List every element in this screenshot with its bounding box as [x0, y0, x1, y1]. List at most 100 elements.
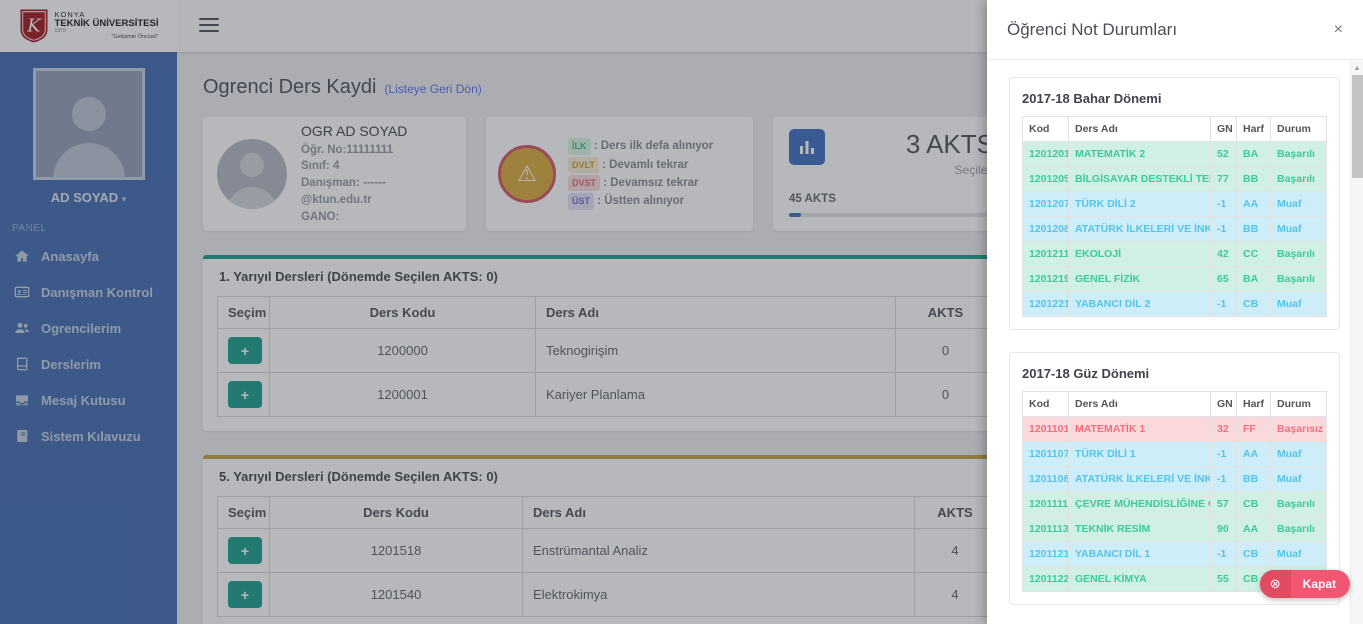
inbox-icon [14, 392, 30, 408]
grade-ders: TÜRK DİLİ 2 [1068, 191, 1211, 217]
grade-ders: YABANCI DİL 2 [1068, 291, 1211, 317]
grade-harf: FF [1236, 416, 1271, 442]
grade-kod: 1201205 [1022, 166, 1069, 192]
kapat-button[interactable]: ⊗ Kapat [1259, 570, 1350, 598]
course-name: Elektrokimya [522, 572, 915, 617]
brand-slogan: "Gelişimin Öncüsü" [111, 34, 159, 41]
brand-line1: KONYA [54, 10, 86, 20]
sidebar-menu: Anasayfa Danışman Kontrol Ogrencilerim Ders… [0, 238, 177, 454]
add-course-button[interactable]: + [228, 537, 262, 564]
grade-kod: 1201111 [1022, 491, 1069, 517]
profile-photo-placeholder [32, 68, 145, 180]
grade-col-header: Kod [1022, 391, 1069, 417]
grade-gn: -1 [1210, 191, 1237, 217]
legend-item: ÜST : Üstten alınıyor [568, 192, 713, 210]
grade-status-modal: Öğrenci Not Durumları × 2017-18 Bahar Dö… [987, 0, 1363, 624]
brand-year: 1970 [54, 27, 66, 34]
panel-section-label: PANEL [12, 223, 47, 234]
modal-title: Öğrenci Not Durumları [1007, 19, 1178, 39]
semester-title: 5. Yarıyıl Dersleri (Dönemde Seçilen AKT… [219, 469, 498, 484]
grade-row: 1201211 EKOLOJİ 42 CC Başarılı [1022, 241, 1327, 267]
menu-toggle-icon[interactable] [199, 18, 219, 52]
modal-scrollbar[interactable]: ▲ [1350, 61, 1363, 624]
add-course-button[interactable]: + [228, 581, 262, 608]
grade-harf: CB [1236, 541, 1271, 567]
grade-harf: CC [1236, 241, 1271, 267]
sidebar-item-anasayfa[interactable]: Anasayfa [0, 238, 177, 274]
course-col-header: Seçim [217, 496, 270, 529]
grade-col-header: GN [1210, 391, 1237, 417]
brand-line2: TEKNİK ÜNİVERSİTESİ [54, 17, 159, 29]
grade-gn: -1 [1210, 291, 1237, 317]
add-course-button[interactable]: + [228, 381, 262, 408]
selected-akts-value: 3 AKTS [905, 129, 994, 159]
grade-ders: GENEL KİMYA [1068, 566, 1211, 592]
sidebar-item-label: Ogrencilerim [41, 320, 122, 336]
grade-gn: 42 [1210, 241, 1237, 267]
grade-harf: AA [1236, 441, 1271, 467]
grade-harf: CB [1236, 566, 1271, 592]
grade-col-header: Kod [1022, 116, 1069, 142]
sidebar-item-ogrencilerim[interactable]: Ogrencilerim [0, 310, 177, 346]
course-row: +1200000 Teknogirişim 0 [217, 328, 996, 373]
grade-kod: 1201207 [1022, 191, 1069, 217]
grade-ders: YABANCI DİL 1 [1068, 541, 1211, 567]
scrollbar-thumb[interactable] [1352, 75, 1363, 178]
user-name: AD SOYAD [50, 190, 119, 205]
grade-durum: Muaf [1270, 466, 1327, 492]
grade-kod: 1201221 [1022, 291, 1069, 317]
grade-ders: MATEMATİK 1 [1068, 416, 1211, 442]
scroll-up-arrow-icon[interactable]: ▲ [1353, 64, 1361, 72]
back-to-list-link[interactable]: (Listeye Geri Dön) [384, 82, 482, 96]
grade-kod: 1201219 [1022, 266, 1069, 292]
selected-akts-label: Seçilen [954, 163, 994, 177]
grade-col-header: Durum [1270, 391, 1327, 417]
grade-gn: 57 [1210, 491, 1237, 517]
chevron-down-icon: ▾ [121, 194, 127, 204]
grade-row: 1201207 TÜRK DİLİ 2 -1 AA Muaf [1022, 191, 1327, 217]
legend-badge: İLK [568, 138, 591, 155]
grade-ders: TEKNİK RESİM [1068, 516, 1211, 542]
student-number: Öğr. No:11111111 [301, 143, 394, 156]
sidebar-item-label: Sistem Kılavuzu [41, 428, 141, 444]
grade-harf: BB [1236, 166, 1271, 192]
grade-col-header: Ders Adı [1068, 116, 1211, 142]
kapat-label: Kapat [1302, 577, 1336, 591]
user-dropdown[interactable]: AD SOYAD ▾ [0, 190, 177, 205]
grade-kod: 1201201 [1022, 141, 1069, 167]
grade-harf: BA [1236, 266, 1271, 292]
sidebar-item-derslerim[interactable]: Derslerim [0, 346, 177, 382]
grade-row: 1201221 YABANCI DİL 2 -1 CB Muaf [1022, 291, 1327, 317]
bar-chart-icon [789, 129, 825, 165]
grade-gn: 65 [1210, 266, 1237, 292]
course-col-header: Ders Kodu [269, 496, 523, 529]
course-sections: 1. Yarıyıl Dersleri (Dönemde Seçilen AKT… [203, 255, 1010, 624]
grade-harf: AA [1236, 191, 1271, 217]
student-name: OGR AD SOYAD [301, 122, 408, 139]
akts-stats-card: 3 AKTS Seçilen 45 AKTS [773, 117, 1010, 231]
grade-gn: 55 [1210, 566, 1237, 592]
sidebar-item-dan-man-kontrol[interactable]: Danışman Kontrol [0, 274, 177, 310]
grade-kod: 1201208 [1022, 216, 1069, 242]
grade-ders: GENEL FİZİK [1068, 266, 1211, 292]
id-card-icon [14, 284, 30, 300]
sidebar: AD SOYAD ▾ PANEL Anasayfa Danışman Kontro… [0, 52, 177, 624]
university-shield-icon: K [20, 9, 47, 43]
grade-col-header: Durum [1270, 116, 1327, 142]
sidebar-item-sistem-k-lavuzu[interactable]: Sistem Kılavuzu [0, 418, 177, 454]
home-icon [14, 248, 30, 264]
add-course-button[interactable]: + [228, 337, 262, 364]
legend-list: İLK : Ders ilk defa alınıyor DVLT : Devam… [568, 137, 713, 211]
sidebar-item-mesaj-kutusu[interactable]: Mesaj Kutusu [0, 382, 177, 418]
semester-title: 1. Yarıyıl Dersleri (Dönemde Seçilen AKT… [219, 269, 498, 284]
legend-item: İLK : Ders ilk defa alınıyor [568, 137, 713, 155]
close-icon[interactable]: × [1333, 20, 1343, 38]
grade-gn: 90 [1210, 516, 1237, 542]
course-row: +1200001 Kariyer Planlama 0 [217, 372, 996, 417]
grade-row: 1201219 GENEL FİZİK 65 BA Başarılı [1022, 266, 1327, 292]
grade-ders: EKOLOJİ [1068, 241, 1211, 267]
legend-item: DVLT : Devamlı tekrar [568, 156, 713, 174]
grade-durum: Başarılı [1270, 491, 1327, 517]
